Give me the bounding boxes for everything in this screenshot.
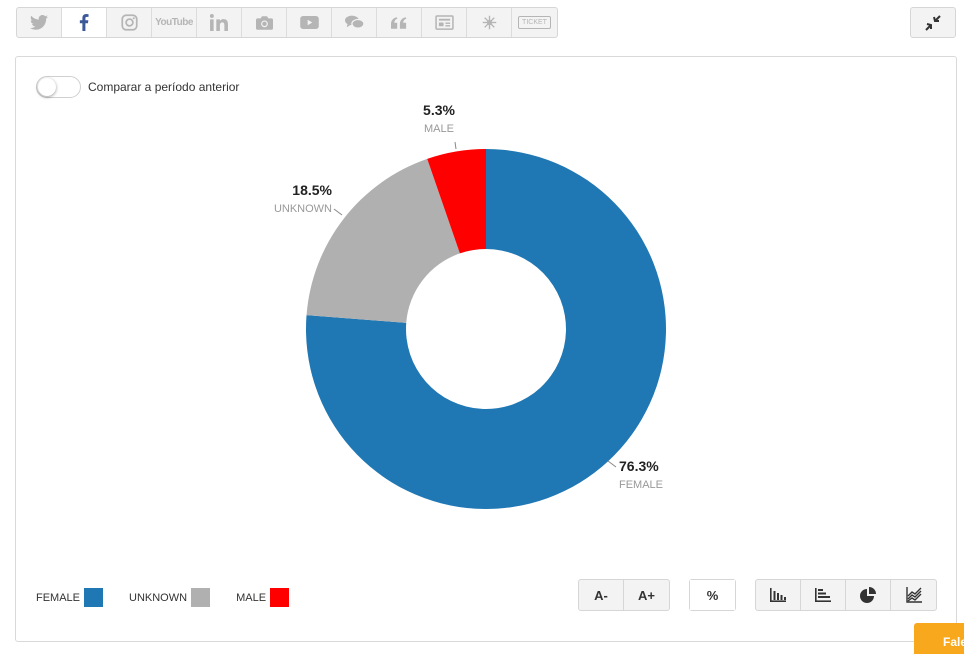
tab-ticket[interactable]: TICKET — [512, 8, 557, 37]
chat-button[interactable]: Fale — [914, 623, 964, 654]
pie-chart-icon — [860, 587, 876, 603]
bar-chart-icon — [770, 588, 786, 602]
bar-chart-button[interactable] — [756, 580, 801, 610]
line-chart-icon — [905, 587, 922, 603]
social-network-tabs: YouTube TICKET — [16, 7, 558, 38]
horizontal-bar-button[interactable] — [801, 580, 846, 610]
linkedin-icon — [210, 14, 228, 31]
legend-swatch — [84, 588, 104, 607]
tab-instagram[interactable] — [107, 8, 152, 37]
slice-category-label: MALE — [424, 123, 454, 135]
legend-swatch — [270, 588, 290, 607]
camera-icon — [255, 15, 273, 30]
legend-item-female[interactable]: FEMALE — [36, 588, 104, 607]
slice-female[interactable] — [306, 149, 666, 509]
chat-bubbles-icon — [344, 15, 364, 29]
slice-value-label: 76.3% — [619, 458, 659, 474]
tab-video[interactable] — [287, 8, 332, 37]
instagram-icon — [120, 14, 138, 31]
legend-swatch — [191, 588, 211, 607]
font-increase-button[interactable]: A+ — [638, 587, 655, 603]
slice-unknown[interactable] — [306, 158, 460, 323]
video-play-icon — [299, 16, 319, 29]
slice-value-label: 5.3% — [423, 102, 455, 118]
tab-news[interactable] — [422, 8, 467, 37]
font-size-controls: A- A+ — [578, 579, 670, 611]
tab-youtube[interactable]: YouTube — [152, 8, 197, 37]
tab-linkedin[interactable] — [197, 8, 242, 37]
toggle-knob — [38, 78, 56, 96]
legend-label: FEMALE — [36, 591, 81, 604]
percent-button[interactable]: % — [690, 580, 735, 610]
label-leader-line — [333, 208, 343, 216]
collapse-button[interactable] — [910, 7, 956, 38]
burst-icon — [482, 15, 496, 30]
legend-label: MALE — [236, 591, 267, 604]
quote-icon — [391, 16, 407, 29]
youtube-icon: YouTube — [155, 17, 193, 28]
twitter-icon — [30, 15, 48, 30]
pie-chart-button[interactable] — [846, 580, 891, 610]
tab-quote[interactable] — [377, 8, 422, 37]
tab-chat[interactable] — [332, 8, 377, 37]
label-leader-line — [454, 141, 457, 150]
font-decrease-button[interactable]: A- — [579, 580, 624, 610]
chart-panel: Comparar a período anterior 76.3% FEMALE 1… — [15, 56, 957, 642]
percent-controls: % — [689, 579, 736, 611]
chart-legend: FEMALE UNKNOWN MALE — [36, 588, 315, 607]
legend-item-unknown[interactable]: UNKNOWN — [129, 588, 211, 607]
tab-burst[interactable] — [467, 8, 512, 37]
compare-toggle[interactable] — [36, 76, 81, 98]
legend-item-male[interactable]: MALE — [236, 588, 290, 607]
collapse-arrows-icon — [925, 14, 941, 31]
tab-facebook[interactable] — [62, 8, 107, 37]
slice-male[interactable] — [427, 149, 486, 254]
ticket-icon: TICKET — [518, 16, 551, 29]
facebook-icon — [79, 14, 89, 31]
donut-chart: 76.3% FEMALE 18.5% UNKNOWN 5.3% MALE — [274, 102, 666, 509]
slice-value-label: 18.5% — [292, 182, 332, 198]
legend-label: UNKNOWN — [129, 591, 188, 604]
line-chart-button[interactable] — [891, 580, 936, 610]
chart-type-controls — [755, 579, 937, 611]
label-leader-line — [607, 460, 617, 468]
slice-category-label: FEMALE — [619, 479, 663, 491]
newspaper-icon — [434, 15, 454, 30]
tab-camera[interactable] — [242, 8, 287, 37]
tab-twitter[interactable] — [17, 8, 62, 37]
slice-category-label: UNKNOWN — [274, 203, 332, 215]
compare-label: Comparar a período anterior — [88, 80, 240, 94]
horizontal-bar-icon — [815, 588, 831, 602]
